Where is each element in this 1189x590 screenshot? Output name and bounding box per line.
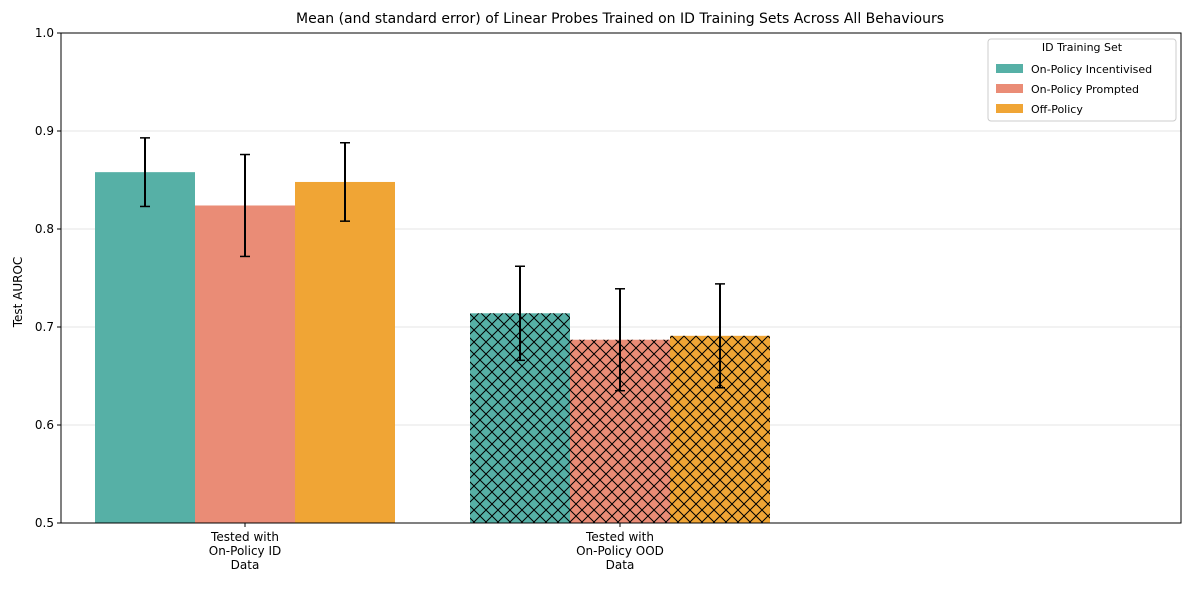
bar: [195, 205, 295, 524]
legend-swatch: [996, 104, 1023, 113]
y-tick-label: 0.9: [35, 124, 54, 138]
x-axis-ticks: Tested with On-Policy ID Data Tested with On…: [209, 523, 664, 572]
y-axis-ticks: 0.5 0.6 0.7 0.8 0.9 1.0: [35, 26, 61, 530]
legend-entry-label: Off-Policy: [1031, 103, 1083, 116]
legend-title: ID Training Set: [1042, 41, 1123, 54]
chart-title: Mean (and standard error) of Linear Prob…: [296, 11, 944, 27]
legend: ID Training Set On-Policy Incentivised On…: [987, 38, 1177, 122]
y-tick-label: 0.6: [35, 418, 54, 432]
bars: [95, 172, 770, 524]
x-tick-label: Tested with On-Policy OOD Data: [576, 530, 664, 572]
legend-swatch: [996, 64, 1023, 73]
legend-box: [987, 38, 1177, 122]
y-axis-label: Test AUROC: [11, 257, 25, 329]
x-tick-label: Tested with On-Policy ID Data: [209, 530, 282, 572]
legend-swatch: [996, 84, 1023, 93]
legend-entry-label: On-Policy Prompted: [1031, 83, 1139, 96]
y-tick-label: 0.5: [35, 516, 54, 530]
bar: [95, 172, 195, 523]
y-tick-label: 1.0: [35, 26, 54, 40]
plot-frame: [60, 32, 1182, 524]
legend-entry-label: On-Policy Incentivised: [1031, 63, 1152, 76]
error-bars: [140, 137, 725, 392]
bar: [295, 181, 395, 523]
y-tick-label: 0.7: [35, 320, 54, 334]
y-tick-label: 0.8: [35, 222, 54, 236]
